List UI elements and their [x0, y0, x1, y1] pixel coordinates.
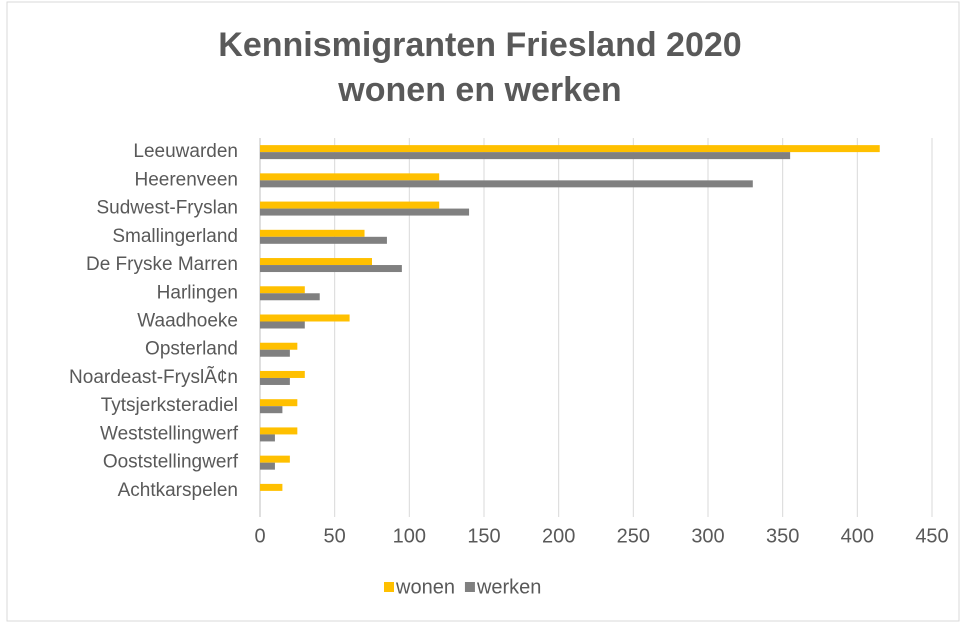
bar	[260, 229, 365, 237]
bar	[260, 483, 283, 491]
bar	[260, 208, 470, 216]
bar	[260, 427, 298, 435]
y-tick-label: Smallingerland	[112, 226, 238, 247]
x-tick-label: 300	[691, 525, 724, 547]
x-tick-label: 50	[324, 525, 346, 547]
bar	[260, 236, 387, 244]
x-tick-label: 400	[841, 525, 874, 547]
y-tick-label: Harlingen	[157, 282, 238, 303]
bar	[260, 293, 320, 301]
bar	[260, 286, 305, 294]
legend-swatch	[464, 582, 475, 592]
bar	[260, 145, 880, 153]
bar	[260, 314, 350, 322]
x-tick-label: 150	[467, 525, 500, 547]
x-tick-label: 200	[542, 525, 575, 547]
x-tick-label: 350	[766, 525, 799, 547]
y-tick-label: Weststellingwerf	[100, 423, 239, 444]
y-tick-label: Opsterland	[145, 339, 238, 360]
bar	[260, 434, 275, 442]
chart-title: Kennismigranten Friesland 2020	[218, 26, 741, 64]
y-tick-label: Tytsjerksteradiel	[101, 395, 238, 416]
legend-swatch	[384, 582, 394, 592]
x-tick-label: 100	[393, 525, 426, 547]
bar	[260, 455, 290, 463]
bar	[260, 321, 305, 329]
y-tick-label: Heerenveen	[134, 169, 238, 190]
y-tick-label: De Fryske Marren	[86, 254, 238, 275]
legend-label: wonen	[395, 576, 455, 598]
y-tick-label: Ooststellingwerf	[103, 452, 239, 473]
bar	[260, 406, 283, 414]
bar	[260, 265, 402, 273]
bar	[260, 173, 440, 181]
bar	[260, 201, 440, 209]
bar	[260, 377, 290, 385]
y-tick-label: Sudwest-Fryslan	[97, 198, 239, 219]
bar	[260, 342, 298, 350]
chart-border	[6, 1, 960, 622]
x-tick-label: 0	[254, 525, 265, 547]
y-tick-label: Leeuwarden	[133, 141, 238, 162]
x-tick-label: 250	[617, 525, 650, 547]
bar	[260, 462, 275, 470]
bar	[260, 370, 305, 378]
y-tick-label: Waadhoeke	[137, 311, 238, 332]
y-tick-label: Noardeast-FryslÃ¢n	[69, 366, 238, 388]
x-tick-label: 450	[915, 525, 948, 547]
chart-title: wonen en werken	[337, 71, 621, 109]
y-tick-label: Achtkarspelen	[118, 480, 238, 501]
bar	[260, 258, 372, 266]
legend-label: werken	[476, 576, 541, 598]
bar	[260, 152, 791, 160]
bar	[260, 180, 753, 188]
bar	[260, 349, 290, 357]
bar	[260, 399, 298, 407]
